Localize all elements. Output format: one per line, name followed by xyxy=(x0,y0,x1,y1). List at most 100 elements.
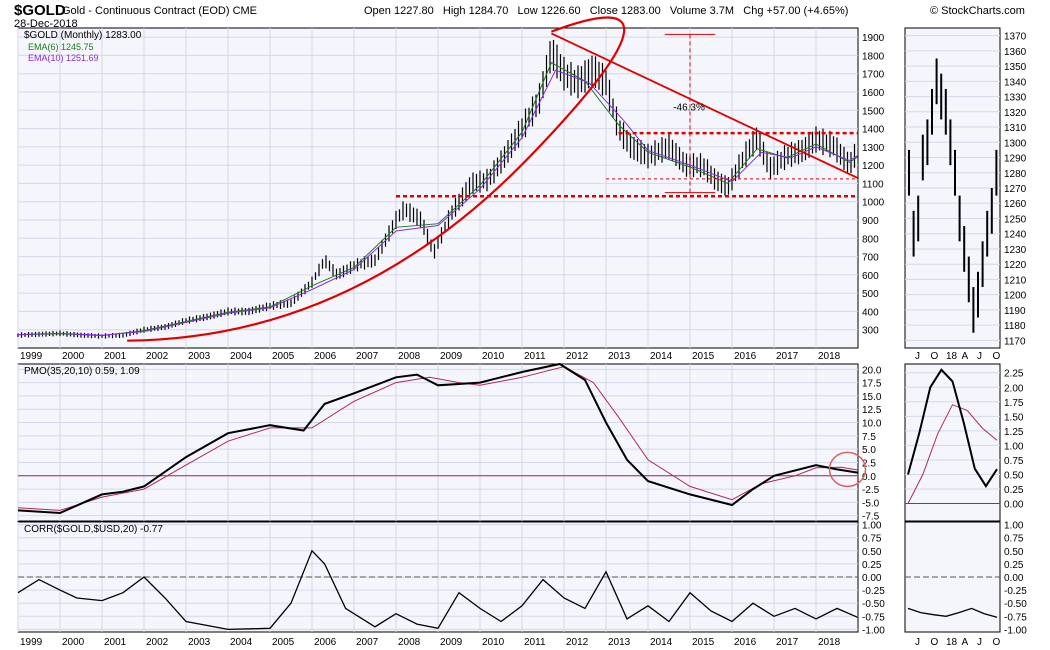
x-tick-label-top: 2016 xyxy=(734,351,757,362)
corr-line xyxy=(17,549,858,631)
inset-tick-label: 1330 xyxy=(1004,93,1027,104)
corr-tick-label: 0.25 xyxy=(862,560,882,571)
x-tick-label-bottom: 2016 xyxy=(734,637,757,648)
low-value: 1226.60 xyxy=(540,5,581,17)
price-tick-label: 500 xyxy=(862,289,879,300)
x-tick-label-top: 2004 xyxy=(230,351,253,362)
inset-tick-label: 1350 xyxy=(1004,62,1027,73)
symbol-description: Gold - Continuous Contract (EOD) CME xyxy=(62,5,257,17)
inset-tick-label: 1250 xyxy=(1004,214,1027,225)
description-text: Gold - Continuous Contract (EOD) xyxy=(62,5,230,17)
x-tick-label-top: 2005 xyxy=(272,351,295,362)
volume-value: 3.7M xyxy=(709,5,735,17)
price-tick-label: 1200 xyxy=(862,161,885,172)
inset-pmo-line xyxy=(907,368,998,488)
x-tick-label-top: 2002 xyxy=(146,351,169,362)
price-tick-label: 800 xyxy=(862,234,879,245)
pmo-tick-label: -2.5 xyxy=(862,485,880,496)
x-tick-label-top: 2018 xyxy=(818,351,841,362)
x-tick-label-top: 2012 xyxy=(566,351,589,362)
inset-tick-label: 1220 xyxy=(1004,260,1027,271)
x-tick-label-top: 2010 xyxy=(482,351,505,362)
inset-tick-label: 1200 xyxy=(1004,291,1027,302)
price-tick-label: 900 xyxy=(862,216,879,227)
open-label: Open xyxy=(364,5,391,17)
inset-bars xyxy=(908,58,998,333)
x-tick-label-top: 2008 xyxy=(398,351,421,362)
parabolic-curve xyxy=(127,16,626,342)
inset-x-tick-label: 18 xyxy=(946,351,958,362)
price-panel-title: $GOLD (Monthly) 1283.00 xyxy=(24,30,142,41)
corr-tick-label: -0.75 xyxy=(862,612,885,623)
symbol-title: $GOLD xyxy=(14,2,66,19)
inset-x-tick-label-bottom: J xyxy=(977,637,982,648)
x-tick-label-top: 2006 xyxy=(314,351,337,362)
inset-tick-label: 1180 xyxy=(1004,321,1026,332)
corr-tick-label: 0.50 xyxy=(862,547,882,558)
x-tick-label-bottom: 2015 xyxy=(692,637,715,648)
chg-value: +57.00 (+4.65%) xyxy=(766,5,849,17)
inset-tick-label: 1260 xyxy=(1004,199,1027,210)
corr-tick-label: 1.00 xyxy=(862,521,882,532)
inset-corr-tick-label: -0.25 xyxy=(1004,586,1027,597)
inset-tick-label: 1170 xyxy=(1004,336,1026,347)
inset-panel-1 xyxy=(904,363,1001,522)
price-tick-label: 1900 xyxy=(862,33,885,44)
inset-x-tick-label-bottom: O xyxy=(931,637,939,648)
pmo-tick-label: 2.5 xyxy=(862,458,876,469)
inset-tick-label: 1240 xyxy=(1004,230,1027,241)
pmo-tick-label: -5.0 xyxy=(862,498,880,509)
inset-x-tick-label-bottom: J xyxy=(915,637,920,648)
x-tick-label-bottom: 2014 xyxy=(650,637,673,648)
x-tick-label-top: 2000 xyxy=(62,351,85,362)
close-label: Close xyxy=(589,5,618,17)
ema6-line xyxy=(17,61,858,337)
inset-x-tick-label: J xyxy=(915,351,920,362)
high-label: High xyxy=(442,5,466,17)
pmo-tick-label: -7.5 xyxy=(862,512,880,523)
pmo-panel-title: PMO(35,20,10) 0.59, 1.09 xyxy=(24,366,140,377)
pmo-tick-label: 15.0 xyxy=(862,392,882,403)
inset-tick-label: 1310 xyxy=(1004,123,1027,134)
inset-corr-tick-label: 1.00 xyxy=(1004,521,1024,532)
inset-pmo-tick-label: 0.75 xyxy=(1004,456,1024,467)
pmo-tick-label: 0.0 xyxy=(862,472,876,483)
price-tick-label: 1700 xyxy=(862,70,885,81)
inset-tick-label: 1230 xyxy=(1004,245,1027,256)
x-tick-label-bottom: 2008 xyxy=(398,637,421,648)
inset-tick-label: 1190 xyxy=(1004,306,1026,317)
inset-tick-label: 1340 xyxy=(1004,77,1027,88)
inset-pmo-tick-label: 2.00 xyxy=(1004,383,1024,394)
ema-legend-1: EMA(10) 1251.69 xyxy=(28,53,99,63)
x-tick-label-top: 1999 xyxy=(20,351,43,362)
ema-legend-0: EMA(6) 1245.75 xyxy=(28,42,94,52)
inset-x-tick-label-bottom: A xyxy=(962,637,969,648)
inset-corr-tick-label: -0.50 xyxy=(1004,599,1027,610)
pmo-tick-label: 10.0 xyxy=(862,419,882,430)
corr-tick-label: 0.75 xyxy=(862,534,882,545)
inset-tick-label: 1280 xyxy=(1004,169,1027,180)
ema10-line xyxy=(17,69,858,336)
x-tick-label-bottom: 2011 xyxy=(524,637,546,648)
volume-label: Volume xyxy=(669,5,707,17)
inset-tick-label: 1360 xyxy=(1004,47,1027,58)
pmo-tick-label: 5.0 xyxy=(862,445,876,456)
x-tick-label-bottom: 2005 xyxy=(272,637,295,648)
high-value: 1284.70 xyxy=(468,5,509,17)
inset-corr-tick-label: 0.50 xyxy=(1004,547,1024,558)
pmo-tick-label: 12.5 xyxy=(862,405,882,416)
pmo-tick-label: 20.0 xyxy=(862,365,882,376)
close-value: 1283.00 xyxy=(620,5,661,17)
inset-x-tick-label: J xyxy=(977,351,982,362)
inset-x-tick-label: O xyxy=(993,351,1001,362)
inset-x-tick-label: A xyxy=(962,351,969,362)
inset-corr-tick-label: 0.00 xyxy=(1004,573,1024,584)
x-tick-label-top: 2017 xyxy=(776,351,799,362)
x-tick-label-bottom: 2000 xyxy=(62,637,85,648)
inset-pmo-tick-label: 1.50 xyxy=(1004,412,1024,423)
inset-pmo-tick-label: 1.75 xyxy=(1004,398,1024,409)
corr-tick-label: -0.50 xyxy=(862,599,885,610)
x-tick-label-bottom: 2013 xyxy=(608,637,631,648)
corr-tick-label: -1.00 xyxy=(862,625,885,636)
